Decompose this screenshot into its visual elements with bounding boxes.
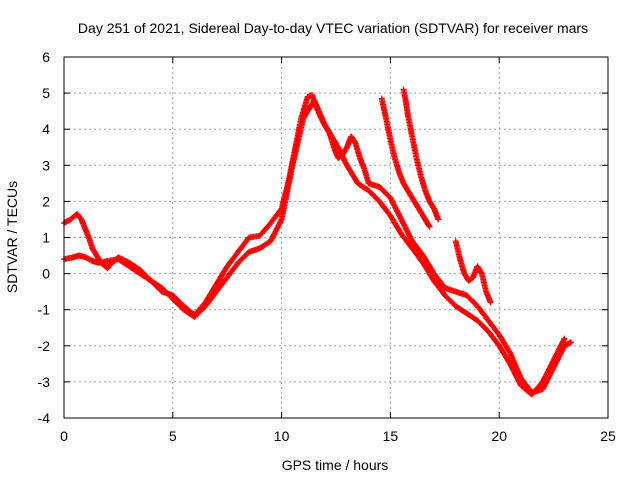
y-tick-label: -2: [38, 338, 51, 354]
axes: 0 5 10 15 20 25 -4 -3 -2 -1 0 1 2 3 4 5 6: [38, 49, 616, 444]
y-tick-label: 2: [42, 193, 50, 209]
data-series: [61, 86, 574, 398]
x-tick-label: 20: [491, 428, 507, 444]
data-markers: [452, 238, 494, 306]
y-tick-label: 6: [42, 49, 50, 65]
y-tick-label: 0: [42, 266, 50, 282]
data-markers: [400, 86, 442, 223]
y-tick-label: 5: [42, 85, 50, 101]
x-tick-label: 15: [383, 428, 399, 444]
y-tick-label: -1: [38, 302, 51, 318]
y-tick-label: -3: [38, 374, 51, 390]
series-track-2: [61, 97, 568, 398]
data-markers: [61, 91, 574, 396]
y-tick-label: 1: [42, 230, 50, 246]
series-track-3: [378, 95, 433, 230]
x-tick-label: 25: [600, 428, 616, 444]
series-track-5: [452, 238, 494, 306]
x-tick-label: 5: [169, 428, 177, 444]
gridlines: [64, 57, 608, 418]
x-tick-label: 10: [274, 428, 290, 444]
x-axis-label: GPS time / hours: [282, 457, 389, 473]
chart-title: Day 251 of 2021, Sidereal Day-to-day VTE…: [78, 20, 588, 36]
data-markers: [378, 95, 433, 230]
data-markers: [61, 97, 568, 398]
y-tick-label: 4: [42, 121, 50, 137]
y-axis-label: SDTVAR / TECUs: [4, 181, 20, 293]
series-track-1: [61, 91, 574, 396]
series-track-4: [400, 86, 442, 223]
y-tick-label: -4: [38, 410, 51, 426]
x-tick-label: 0: [60, 428, 68, 444]
y-tick-label: 3: [42, 157, 50, 173]
